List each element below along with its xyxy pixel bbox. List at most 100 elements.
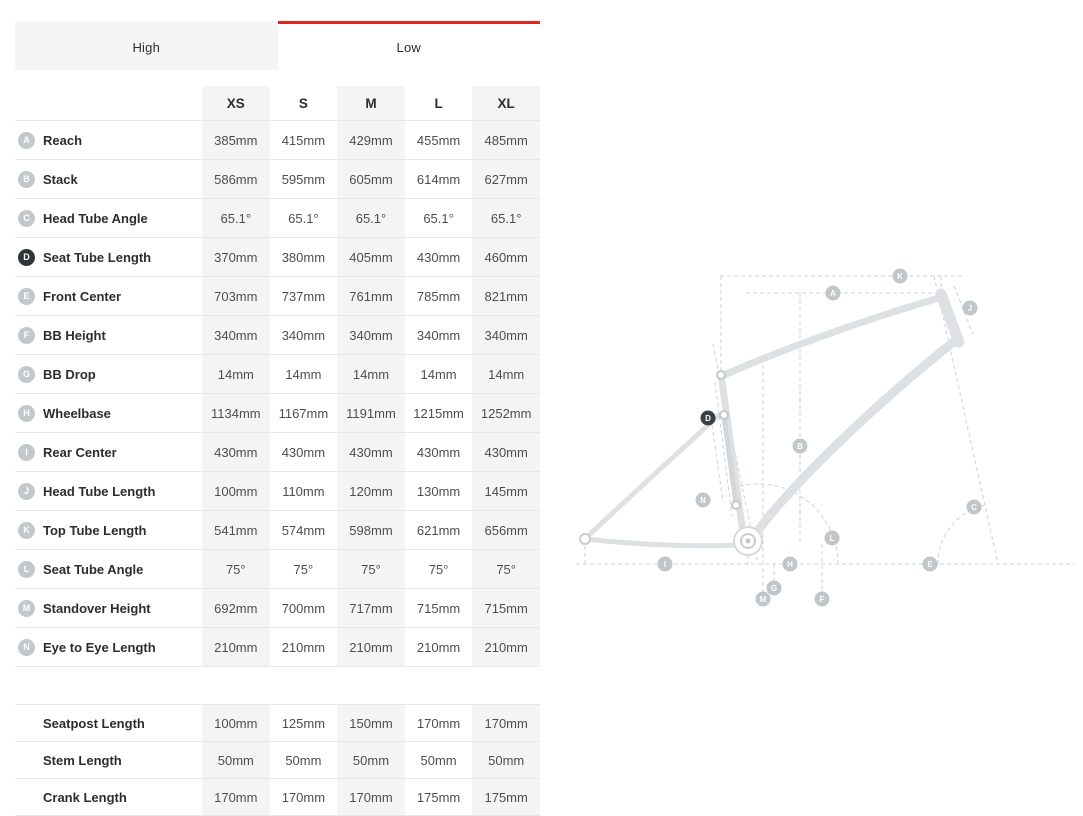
diagram-marker-i: I	[657, 556, 673, 572]
row-label-cell: C Head Tube Angle	[15, 199, 202, 237]
value-cell: 627mm	[472, 160, 540, 198]
svg-text:D: D	[705, 414, 711, 423]
component-rows: Seatpost Length 100mm 125mm 150mm 170mm 170mm…	[15, 704, 540, 816]
geometry-diagram-svg: K A J D B N C L I H E GM F	[576, 268, 1075, 607]
value-cell: 210mm	[416, 639, 461, 655]
table-row-seat-tube-angle[interactable]: L Seat Tube Angle 75° 75° 75° 75° 75°	[15, 550, 540, 589]
svg-text:L: L	[830, 534, 835, 543]
value-cell: 1167mm	[278, 405, 329, 421]
table-row-reach[interactable]: A Reach 385mm 415mm 429mm 455mm 485mm	[15, 121, 540, 160]
table-row-seatpost-length[interactable]: Seatpost Length 100mm 125mm 150mm 170mm 170mm	[15, 705, 540, 742]
row-label: Crank Length	[43, 789, 127, 805]
row-label-cell: D Seat Tube Length	[15, 238, 202, 276]
value-cell: 700mm	[281, 600, 326, 616]
value-cell: 1252mm	[472, 394, 540, 432]
row-label-cell: G BB Drop	[15, 355, 202, 393]
value-cell: 175mm	[416, 789, 461, 805]
value-cell: 605mm	[337, 160, 405, 198]
tab-high[interactable]: High	[15, 21, 278, 70]
diagram-marker-b: B	[792, 438, 808, 454]
value-cell: 405mm	[337, 238, 405, 276]
table-row-head-tube-length[interactable]: J Head Tube Length 100mm 110mm 120mm 130mm 145…	[15, 472, 540, 511]
table-row-eye-to-eye-length[interactable]: N Eye to Eye Length 210mm 210mm 210mm 210mm 21…	[15, 628, 540, 667]
table-row-head-tube-angle[interactable]: C Head Tube Angle 65.1° 65.1° 65.1° 65.1° 65.1…	[15, 199, 540, 238]
table-row-wheelbase[interactable]: H Wheelbase 1134mm 1167mm 1191mm 1215mm 1252mm	[15, 394, 540, 433]
value-cell: 170mm	[202, 779, 270, 815]
row-label-cell: B Stack	[15, 160, 202, 198]
value-cell: 370mm	[202, 238, 270, 276]
row-label: Reach	[43, 132, 83, 148]
badge-spacer	[18, 752, 35, 769]
value-cell: 120mm	[337, 472, 405, 510]
table-row-top-tube-length[interactable]: K Top Tube Length 541mm 574mm 598mm 621mm 656m…	[15, 511, 540, 550]
table-row-seat-tube-length[interactable]: D Seat Tube Length 370mm 380mm 405mm 430mm 460…	[15, 238, 540, 277]
value-cell: 130mm	[416, 483, 461, 499]
table-row-stem-length[interactable]: Stem Length 50mm 50mm 50mm 50mm 50mm	[15, 742, 540, 779]
value-cell: 586mm	[202, 160, 270, 198]
row-letter-badge: K	[18, 521, 35, 539]
svg-text:B: B	[797, 442, 803, 451]
value-cell: 50mm	[202, 742, 270, 778]
row-letter-badge: G	[18, 365, 35, 383]
svg-text:A: A	[830, 289, 836, 298]
row-label: Head Tube Length	[43, 483, 156, 499]
row-letter-badge: A	[18, 131, 35, 149]
value-cell: 1191mm	[337, 394, 405, 432]
value-cell: 385mm	[202, 121, 270, 159]
value-cell: 75°	[202, 550, 270, 588]
badge-spacer	[18, 789, 35, 806]
value-cell: 430mm	[202, 433, 270, 471]
row-label: Eye to Eye Length	[43, 639, 156, 655]
value-cell: 595mm	[281, 171, 326, 187]
row-label-cell: K Top Tube Length	[15, 511, 202, 549]
value-cell: 430mm	[416, 249, 461, 265]
diagram-marker-e: E	[922, 556, 938, 572]
size-header-row: XS S M L XL	[15, 86, 540, 121]
row-label: Stem Length	[43, 752, 122, 768]
diagram-marker-h: H	[782, 556, 798, 572]
value-cell: 145mm	[472, 472, 540, 510]
table-row-front-center[interactable]: E Front Center 703mm 737mm 761mm 785mm 821mm	[15, 277, 540, 316]
value-cell: 692mm	[202, 589, 270, 627]
diagram-marker-c: C	[966, 499, 982, 515]
value-cell: 717mm	[337, 589, 405, 627]
row-label: Seat Tube Length	[43, 249, 152, 265]
value-cell: 761mm	[337, 277, 405, 315]
row-label-cell: E Front Center	[15, 277, 202, 315]
diagram-marker-g: G	[766, 580, 782, 596]
svg-text:I: I	[664, 560, 666, 569]
table-row-bb-height[interactable]: F BB Height 340mm 340mm 340mm 340mm 340mm	[15, 316, 540, 355]
row-label-cell: I Rear Center	[15, 433, 202, 471]
value-cell: 485mm	[472, 121, 540, 159]
value-cell: 574mm	[281, 522, 326, 538]
value-cell: 100mm	[202, 472, 270, 510]
row-label: Wheelbase	[43, 405, 111, 421]
value-cell: 65.1°	[337, 199, 405, 237]
value-cell: 340mm	[281, 327, 326, 343]
value-cell: 541mm	[202, 511, 270, 549]
table-row-crank-length[interactable]: Crank Length 170mm 170mm 170mm 175mm 175mm	[15, 779, 540, 816]
tab-low[interactable]: Low	[277, 21, 540, 70]
svg-text:G: G	[771, 584, 777, 593]
value-cell: 210mm	[337, 628, 405, 666]
svg-text:N: N	[700, 496, 706, 505]
svg-text:J: J	[968, 304, 972, 313]
row-label: Top Tube Length	[43, 522, 147, 538]
row-label-cell: H Wheelbase	[15, 394, 202, 432]
value-cell: 14mm	[285, 366, 322, 382]
row-label-cell: Seatpost Length	[15, 705, 202, 741]
value-cell: 614mm	[416, 171, 461, 187]
value-cell: 340mm	[416, 327, 461, 343]
table-row-stack[interactable]: B Stack 586mm 595mm 605mm 614mm 627mm	[15, 160, 540, 199]
table-row-rear-center[interactable]: I Rear Center 430mm 430mm 430mm 430mm 430mm	[15, 433, 540, 472]
row-letter-badge: C	[18, 209, 35, 227]
row-label-cell: L Seat Tube Angle	[15, 550, 202, 588]
row-letter-badge: D	[18, 248, 35, 266]
table-row-standover-height[interactable]: M Standover Height 692mm 700mm 717mm 715mm 715…	[15, 589, 540, 628]
header-label-spacer	[15, 86, 202, 120]
diagram-marker-f: F	[814, 591, 830, 607]
value-cell: 430mm	[337, 433, 405, 471]
diagram-marker-n: N	[695, 492, 711, 508]
value-cell: 50mm	[337, 742, 405, 778]
table-row-bb-drop[interactable]: G BB Drop 14mm 14mm 14mm 14mm 14mm	[15, 355, 540, 394]
